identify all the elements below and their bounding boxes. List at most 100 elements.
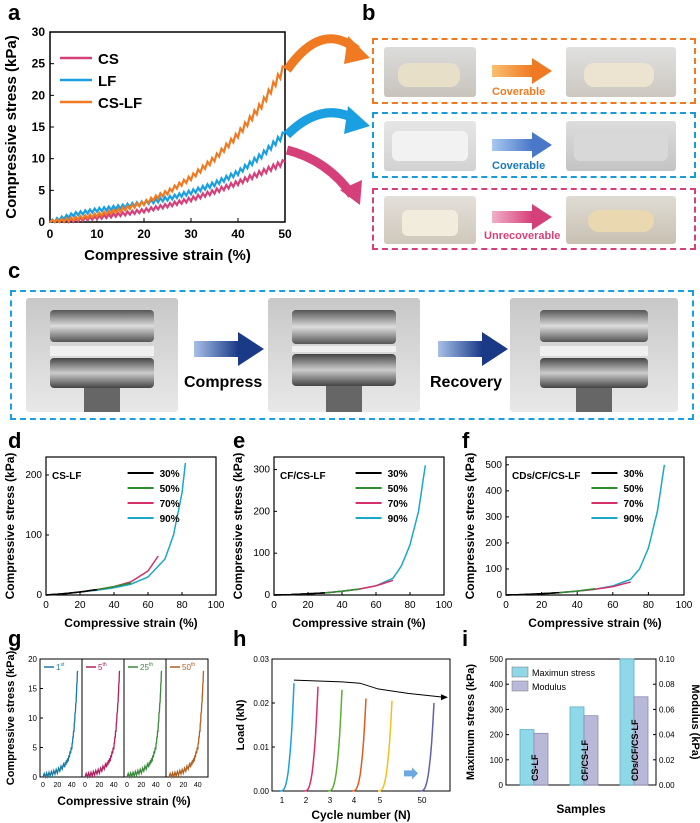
y-axis-label: Compressive stress (kPa)	[3, 35, 20, 218]
recovery-label: Recovery	[430, 374, 503, 391]
cycle-curve-3	[328, 689, 343, 792]
panel-label-g: g	[8, 626, 22, 651]
arrow-right-icon	[492, 58, 552, 84]
x-tick-label: 40	[194, 782, 202, 789]
series-line-1st	[42, 670, 79, 780]
y-tick-label: 200	[253, 506, 270, 517]
series-line-30pct	[45, 588, 98, 596]
plot-frame	[273, 456, 445, 596]
x-tick-label: 20	[96, 782, 104, 789]
x-tick-label: 60	[142, 600, 154, 611]
photo-compressed	[268, 298, 420, 412]
chart-a: 0 10 20 30 40 50 0 5 10 15 20 25 30 Compressive strai…	[3, 25, 292, 264]
x-axis-label: Samples	[556, 802, 606, 816]
row-status-label: Unrecoverable	[484, 230, 561, 242]
peak-trend-line	[293, 679, 445, 698]
compress-label: Compress	[184, 374, 263, 391]
pink-arrow-icon	[285, 145, 356, 198]
legend-label: 90%	[623, 514, 643, 525]
compress-arrow-icon	[194, 332, 264, 366]
y-tick-label: 20	[28, 655, 37, 664]
y-tick-label: 0	[38, 215, 45, 229]
chart-e: 0 20 40 60 80 100 0 100 200 300 Compressive strain…	[231, 453, 453, 630]
legend-label: CS-LF	[98, 95, 142, 112]
legend-label: 70%	[623, 499, 643, 510]
x-tick-label: 0	[43, 600, 49, 611]
x-tick-label: 20	[74, 600, 86, 611]
legend-label: LF	[98, 73, 116, 90]
sample-photo-after	[566, 196, 676, 244]
x-tick-label: 0	[125, 782, 129, 789]
legend-label: 5	[98, 663, 103, 672]
plot-frame	[271, 658, 451, 792]
legend-label: 70%	[160, 499, 180, 510]
series-line-50th	[168, 670, 205, 780]
x-tick-label: 0	[167, 782, 171, 789]
y-tick-label: 5	[33, 744, 38, 753]
y-tick-label: 0.01	[253, 743, 269, 752]
chart-title: CS-LF	[52, 471, 81, 482]
x-axis-label: Compressive strain (%)	[64, 616, 197, 630]
y-tick-label: 15	[32, 120, 46, 134]
legend-label: 50%	[388, 484, 408, 495]
series-line-25th	[126, 670, 163, 780]
y-tick-label: 25	[32, 57, 46, 71]
panel-label-d: d	[8, 428, 22, 453]
cycle-curve-1	[280, 683, 295, 792]
row-status-label: Coverable	[492, 86, 546, 98]
chart-i: 0 100 200 300 400 500 0.00 0.02 0.04 0.06 0.08 0.10…	[465, 655, 700, 816]
x-tick-label: 50	[418, 796, 427, 805]
row-unrecoverable-cs: Unrecoverable	[372, 188, 696, 250]
y-axis-label: Compressive stress (kPa)	[5, 650, 17, 785]
sample-photo-before	[384, 196, 476, 244]
panel-label-e: e	[233, 428, 246, 453]
category-label: CS-LF	[530, 754, 540, 781]
sample-photo-before	[384, 47, 476, 97]
y-axis-label: Compressive stress (kPa)	[3, 453, 17, 600]
y-axis-label: Compressive stress (kPa)	[463, 453, 477, 600]
legend-label: 30%	[160, 469, 180, 480]
sample-photo-after	[566, 47, 676, 97]
x-tick-label: 20	[54, 782, 62, 789]
x-tick-label: 0	[47, 227, 54, 241]
y-tick-label: 0.03	[253, 655, 269, 664]
legend-label: 70%	[388, 499, 408, 510]
x-tick-label: 100	[208, 600, 225, 611]
transition-arrows	[283, 34, 370, 205]
row-coverable-lf: Coverable	[372, 112, 696, 178]
y-tick-label: 400	[490, 680, 504, 689]
series-line-lf	[49, 131, 286, 224]
x-axis-label: Compressive strain (%)	[84, 247, 251, 264]
x-tick-label: 40	[572, 600, 584, 611]
blue-arrowhead-icon	[344, 106, 370, 134]
arrow-right-icon	[492, 204, 552, 230]
arrow-right-icon	[492, 132, 552, 158]
x-tick-label: 20	[137, 227, 151, 241]
photo-initial	[26, 298, 178, 412]
y2-tick-label: 0.06	[659, 705, 675, 714]
sample-photo-before	[384, 121, 476, 171]
x-tick-label: 40	[108, 600, 120, 611]
x-tick-label: 40	[231, 227, 245, 241]
chart-d: 0 20 40 60 80 100 0 100 200 Compressive strain (%…	[3, 453, 225, 630]
y-tick-label: 0	[496, 590, 502, 601]
x-tick-label: 1	[280, 796, 285, 805]
category-label: CF/CS-LF	[580, 740, 590, 781]
y-tick-label: 100	[253, 548, 270, 559]
x-tick-label: 50	[278, 227, 292, 241]
legend-label: 50	[182, 663, 191, 672]
y-tick-label: 300	[485, 512, 502, 523]
y-tick-label: 15	[28, 685, 37, 694]
series-line-5th	[84, 670, 121, 780]
chart-f: 0 20 40 60 80 100 0 100 200 300 400 500 Compressive …	[463, 453, 693, 630]
x-tick-label: 80	[643, 600, 655, 611]
x-tick-label: 2	[304, 796, 309, 805]
cycle-curve-5	[378, 700, 393, 792]
y-tick-label: 10	[32, 152, 46, 166]
legend-label: 30%	[388, 469, 408, 480]
y-tick-label: 0	[499, 781, 504, 790]
recovery-arrow-icon	[438, 332, 508, 366]
legend-swatch	[511, 680, 529, 692]
legend-label: 90%	[388, 514, 408, 525]
y-tick-label: 200	[490, 731, 504, 740]
